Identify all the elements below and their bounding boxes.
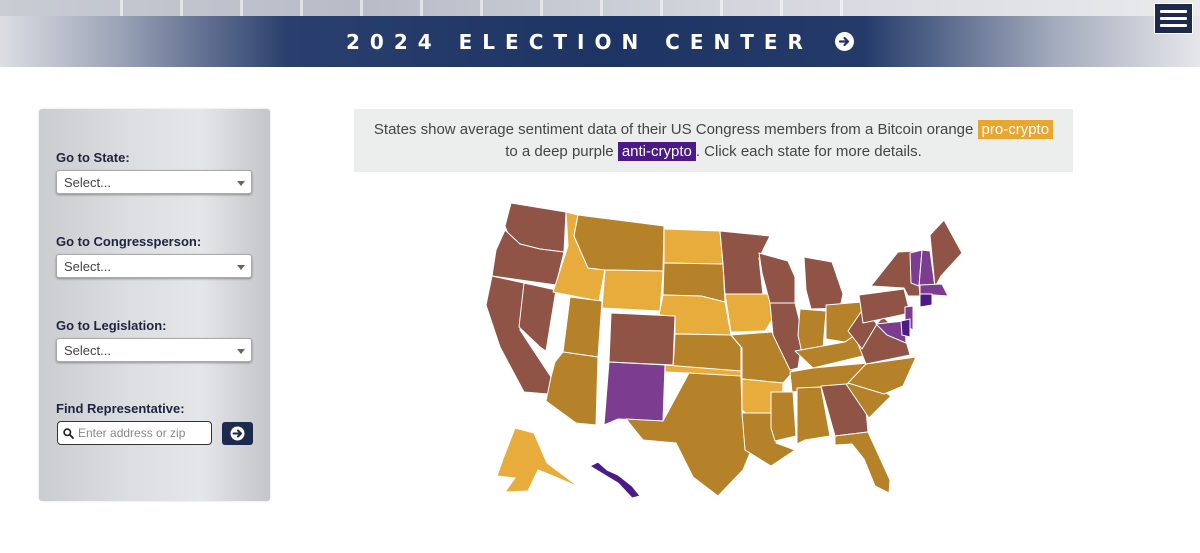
congressperson-label: Go to Congressperson: <box>56 234 202 249</box>
legend-text-middle: to a deep purple <box>505 143 618 160</box>
state-fl[interactable] <box>834 431 891 494</box>
state-pa[interactable] <box>858 288 911 324</box>
state-nc[interactable] <box>847 356 917 395</box>
capitol-backdrop <box>0 0 1200 16</box>
state-select[interactable]: Select... <box>56 170 252 194</box>
state-de[interactable] <box>900 318 911 338</box>
state-ct[interactable] <box>919 293 933 308</box>
us-sentiment-map[interactable] <box>440 195 980 505</box>
state-nm[interactable] <box>603 361 666 426</box>
address-search-field[interactable] <box>57 421 212 445</box>
state-ms[interactable] <box>770 391 797 442</box>
state-ak[interactable] <box>496 427 580 493</box>
find-representative-label: Find Representative: <box>56 401 185 416</box>
state-or[interactable] <box>491 229 565 286</box>
state-il[interactable] <box>769 302 804 371</box>
state-mi[interactable] <box>803 256 844 310</box>
state-wy[interactable] <box>601 269 664 312</box>
state-md[interactable] <box>875 320 907 344</box>
state-label: Go to State: <box>56 150 130 165</box>
state-nd[interactable] <box>663 228 724 265</box>
map-legend-description: States show average sentiment data of th… <box>354 109 1073 172</box>
legend-text-after: . Click each state for more details. <box>695 143 922 160</box>
chevron-down-icon <box>237 181 245 186</box>
congressperson-select[interactable]: Select... <box>56 254 252 278</box>
state-az[interactable] <box>545 351 599 426</box>
congressperson-select-value: Select... <box>64 259 111 274</box>
state-ia[interactable] <box>724 293 778 333</box>
anti-crypto-tag: anti-crypto <box>617 142 696 161</box>
state-ga[interactable] <box>820 383 869 437</box>
pro-crypto-tag: pro-crypto <box>977 120 1054 139</box>
state-hi[interactable] <box>589 461 641 499</box>
state-va[interactable] <box>857 316 911 365</box>
state-ut[interactable] <box>562 296 603 358</box>
address-input[interactable] <box>78 426 206 440</box>
legend-text-before: States show average sentiment data of th… <box>373 121 978 138</box>
state-select-value: Select... <box>64 175 111 190</box>
state-co[interactable] <box>608 312 676 366</box>
page-title: 2024 ELECTION CENTER <box>346 29 813 54</box>
header-banner: 2024 ELECTION CENTER <box>0 0 1200 67</box>
election-center-link[interactable]: 2024 ELECTION CENTER <box>0 16 1200 67</box>
search-icon <box>63 427 74 439</box>
arrow-right-circle-icon <box>230 426 245 441</box>
find-representative-button[interactable] <box>222 422 253 445</box>
legislation-select[interactable]: Select... <box>56 338 252 362</box>
legislation-label: Go to Legislation: <box>56 318 167 333</box>
state-ma[interactable] <box>919 283 949 297</box>
state-al[interactable] <box>796 386 831 445</box>
chevron-down-icon <box>237 265 245 270</box>
state-nv[interactable] <box>518 282 557 352</box>
hamburger-menu-icon[interactable] <box>1154 3 1193 34</box>
sidebar-panel: Go to State: Select... Go to Congressper… <box>39 109 270 501</box>
state-mt[interactable] <box>573 214 665 272</box>
state-ks[interactable] <box>672 333 742 372</box>
wave-icon <box>449 485 491 496</box>
state-me[interactable] <box>929 219 963 288</box>
chevron-down-icon <box>237 349 245 354</box>
arrow-right-circle-icon[interactable] <box>834 32 854 51</box>
legislation-select-value: Select... <box>64 343 111 358</box>
